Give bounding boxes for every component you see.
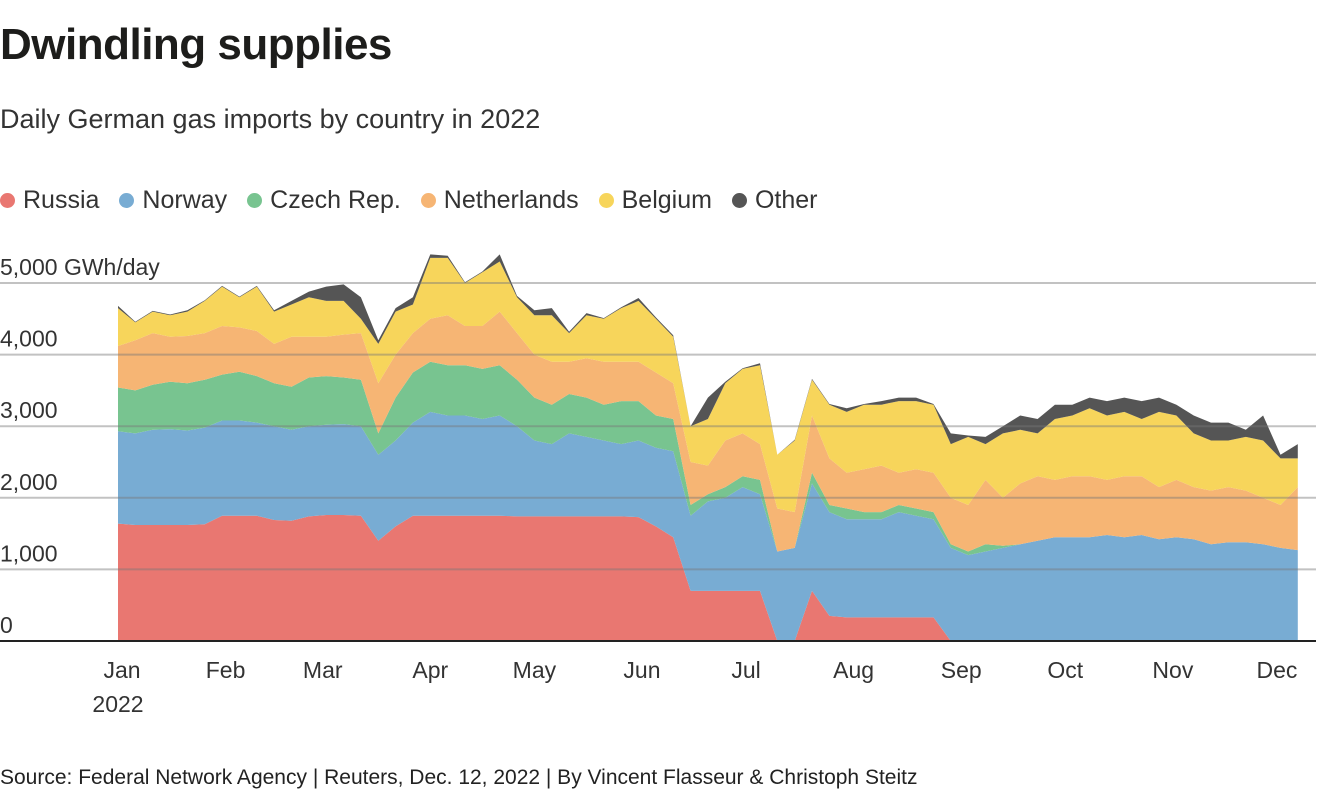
x-tick-label: Jul	[731, 657, 760, 683]
y-tick-label: 5,000 GWh/day	[0, 254, 160, 280]
y-tick-label: 1,000	[0, 540, 58, 566]
chart-title: Dwindling supplies	[0, 20, 392, 69]
x-tick-label: Jun	[623, 657, 660, 683]
y-tick-label: 4,000	[0, 326, 58, 352]
legend-label: Russia	[23, 186, 100, 214]
legend-item-belgium: Belgium	[598, 186, 712, 215]
x-tick-label: Dec	[1257, 657, 1298, 683]
legend-dot-icon	[598, 193, 614, 208]
legend-dot-icon	[247, 193, 263, 208]
y-axis-ticks: 0 1,000 2,000 3,000 4,000 5,000 GWh/day	[0, 254, 160, 638]
legend-label: Norway	[142, 186, 228, 214]
x-tick-label: Mar	[303, 657, 343, 683]
x-tick-label: Sep	[941, 657, 982, 683]
legend-dot-icon	[0, 193, 15, 208]
legend-label: Netherlands	[443, 186, 579, 214]
y-tick-label: 0	[0, 612, 13, 638]
x-tick-label: Aug	[833, 657, 874, 683]
area-belgium	[118, 257, 1298, 513]
gridlines	[0, 282, 1316, 571]
x-axis-ticks: Jan 2022 Feb Mar Apr May Jun Jul Aug Sep Oct Nov Dec	[92, 657, 1297, 717]
y-tick-label: 3,000	[0, 397, 58, 423]
legend-dot-icon	[420, 193, 436, 208]
x-tick-label: Jan	[103, 657, 140, 683]
legend: Russia Norway Czech Rep. Netherlands Bel…	[0, 186, 837, 215]
area-other	[118, 254, 1298, 459]
legend-item-czech: Czech Rep.	[247, 186, 401, 215]
legend-label: Belgium	[621, 186, 712, 214]
chart-subtitle: Daily German gas imports by country in 2…	[0, 104, 541, 134]
legend-item-russia: Russia	[0, 186, 99, 215]
x-tick-label: Oct	[1047, 657, 1083, 683]
area-russia	[118, 515, 1298, 641]
legend-label: Other	[754, 186, 818, 214]
y-tick-label: 2,000	[0, 469, 58, 495]
x-tick-label: May	[513, 657, 557, 683]
series-areas	[118, 254, 1298, 641]
legend-dot-icon	[119, 193, 135, 208]
x-tick-label: Nov	[1152, 657, 1193, 683]
source-note: Source: Federal Network Agency | Reuters…	[0, 766, 918, 789]
area-netherlands	[118, 311, 1298, 552]
x-tick-sublabel: 2022	[92, 691, 143, 717]
stacked-area-chart: 0 1,000 2,000 3,000 4,000 5,000 GWh/day Jan 20…	[0, 254, 1316, 717]
legend-dot-icon	[731, 193, 747, 208]
area-norway	[118, 411, 1298, 641]
legend-item-norway: Norway	[119, 186, 227, 215]
x-tick-label: Apr	[412, 657, 448, 683]
area-czech-rep	[118, 361, 1298, 556]
legend-item-netherlands: Netherlands	[420, 186, 579, 215]
x-tick-label: Feb	[206, 657, 246, 683]
legend-item-other: Other	[731, 186, 818, 215]
legend-label: Czech Rep.	[270, 186, 401, 214]
